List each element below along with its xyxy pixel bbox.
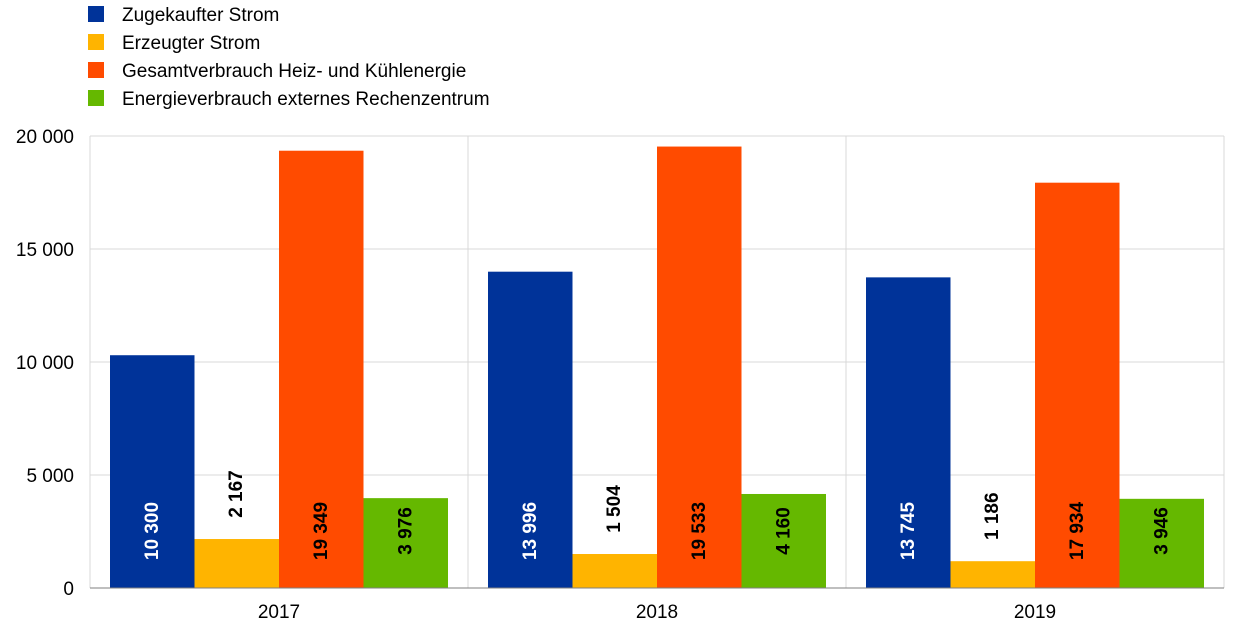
data-label-2019-series-2: 1 186 <box>982 492 1003 540</box>
legend-label-1: Zugekaufter Strom <box>122 5 279 26</box>
data-label-2019-series-1: 13 745 <box>898 502 919 561</box>
bar-2019-series-2 <box>950 561 1035 588</box>
legend-swatch-4 <box>88 90 104 106</box>
data-label-2019-series-3: 17 934 <box>1067 502 1088 561</box>
bar-2018-series-4 <box>741 493 826 588</box>
y-tick-label-1: 5 000 <box>26 466 74 487</box>
y-tick-label-0: 0 <box>63 579 74 600</box>
legend: Zugekaufter Strom Erzeugter Strom Gesamtve… <box>88 5 490 110</box>
bar-2018-series-3 <box>657 146 742 588</box>
bar-2019-series-1 <box>866 277 951 588</box>
data-label-2017-series-3: 19 349 <box>311 502 332 560</box>
y-tick-label-2: 10 000 <box>16 353 74 374</box>
bar-2018-series-2 <box>572 554 657 588</box>
y-tick-label-3: 15 000 <box>16 240 74 261</box>
bar-2017-series-1 <box>110 355 195 588</box>
data-label-2018-series-4: 4 160 <box>773 507 794 555</box>
bar-2017-series-4 <box>363 498 448 588</box>
x-tick-label-2019: 2019 <box>1014 602 1056 623</box>
x-tick-label-2017: 2017 <box>258 602 300 623</box>
bar-2018-series-1 <box>488 271 573 588</box>
data-labels: 10 300 2 167 19 349 3 976 13 996 1 504 19 533 4… <box>142 470 1173 560</box>
bar-2019-series-3 <box>1035 182 1120 589</box>
bars <box>110 146 1204 589</box>
legend-label-2: Erzeugter Strom <box>122 33 260 54</box>
bar-2017-series-3 <box>279 150 364 589</box>
legend-swatch-3 <box>88 62 104 78</box>
legend-swatch-1 <box>88 6 104 22</box>
bar-2017-series-2 <box>194 539 279 588</box>
data-label-2017-series-2: 2 167 <box>226 470 247 518</box>
legend-swatch-2 <box>88 34 104 50</box>
y-tick-label-4: 20 000 <box>16 127 74 148</box>
bar-2019-series-4 <box>1119 498 1204 588</box>
data-label-2019-series-4: 3 946 <box>1151 507 1172 555</box>
data-label-2018-series-2: 1 504 <box>604 485 625 533</box>
data-label-2018-series-3: 19 533 <box>689 502 710 560</box>
y-axis: 0 5 000 10 000 15 000 20 000 <box>16 127 74 600</box>
legend-label-4: Energieverbrauch externes Rechenzentrum <box>122 89 490 110</box>
x-axis: 2017 2018 2019 <box>90 587 1224 623</box>
data-label-2018-series-1: 13 996 <box>520 502 541 560</box>
data-label-2017-series-1: 10 300 <box>142 502 163 560</box>
data-label-2017-series-4: 3 976 <box>395 507 416 555</box>
x-tick-label-2018: 2018 <box>636 602 678 623</box>
legend-label-3: Gesamtverbrauch Heiz- und Kühlenergie <box>122 61 466 82</box>
